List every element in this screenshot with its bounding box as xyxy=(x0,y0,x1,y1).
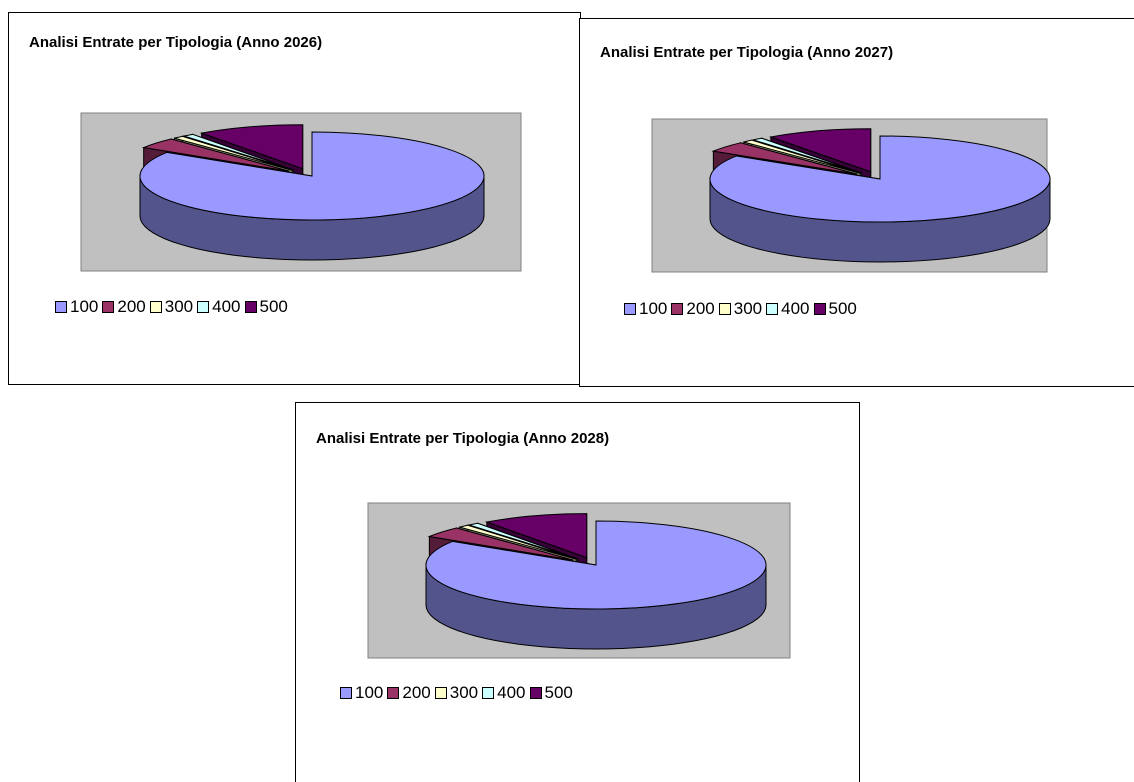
legend-swatch-500 xyxy=(813,303,826,315)
legend-label: 100 xyxy=(355,683,384,702)
legend-swatch-200 xyxy=(102,301,115,313)
chart-legend: 100 200 300 400 500 xyxy=(624,299,861,319)
legend-item-400: 400 xyxy=(482,683,526,703)
pie-chart-2026 xyxy=(80,112,522,272)
legend-label: 400 xyxy=(497,683,526,702)
legend-label: 200 xyxy=(402,683,431,702)
chart-legend: 100 200 300 400 500 xyxy=(340,683,577,703)
pie-slice-200 xyxy=(711,142,858,175)
legend-swatch-300 xyxy=(718,303,731,315)
pie-slice-300 xyxy=(743,139,861,174)
chart-title: Analisi Entrate per Tipologia (Anno 2028… xyxy=(316,430,610,447)
legend-swatch-400 xyxy=(197,301,210,313)
legend-item-200: 200 xyxy=(671,299,715,319)
legend-label: 500 xyxy=(544,683,573,702)
legend-label: 400 xyxy=(212,297,241,316)
legend-item-100: 100 xyxy=(340,683,383,703)
pie-chart-2028 xyxy=(367,502,791,659)
legend-label: 500 xyxy=(259,297,288,316)
pie-slice-100 xyxy=(709,135,1051,223)
legend-item-400: 400 xyxy=(766,299,810,319)
pie-slice-400 xyxy=(467,522,578,560)
pie-slice-200 xyxy=(427,527,574,561)
legend-label: 300 xyxy=(449,683,479,702)
legend-label: 300 xyxy=(733,299,763,318)
pie-slice-100 xyxy=(425,520,767,610)
legend-swatch-100 xyxy=(55,301,67,313)
legend-item-500: 500 xyxy=(529,683,573,703)
legend-swatch-100 xyxy=(624,303,636,315)
pie-slice-500 xyxy=(768,128,872,173)
legend-swatch-400 xyxy=(766,303,779,315)
legend-swatch-300 xyxy=(149,301,162,313)
pie-slice-400 xyxy=(753,137,862,174)
pie-slice-500 xyxy=(484,513,588,559)
chart-legend: 100 200 300 400 500 xyxy=(55,297,292,317)
legend-item-500: 500 xyxy=(813,299,857,319)
legend-label: 400 xyxy=(781,299,810,318)
pie-slice-300 xyxy=(174,135,293,171)
legend-label: 200 xyxy=(117,297,146,316)
legend-item-400: 400 xyxy=(197,297,241,317)
legend-item-300: 300 xyxy=(149,297,194,317)
legend-swatch-500 xyxy=(244,301,257,313)
pie-slice-300 xyxy=(457,524,577,560)
legend-label: 100 xyxy=(70,297,99,316)
legend-label: 300 xyxy=(164,297,194,316)
chart-title: Analisi Entrate per Tipologia (Anno 2027… xyxy=(600,44,894,61)
legend-label: 500 xyxy=(828,299,857,318)
legend-item-200: 200 xyxy=(387,683,431,703)
legend-item-200: 200 xyxy=(102,297,146,317)
legend-item-500: 500 xyxy=(244,297,288,317)
legend-item-300: 300 xyxy=(434,683,479,703)
legend-item-300: 300 xyxy=(718,299,763,319)
legend-item-100: 100 xyxy=(55,297,98,317)
chart-panel-2026: Analisi Entrate per Tipologia (Anno 2026… xyxy=(8,12,581,385)
legend-swatch-200 xyxy=(671,303,684,315)
pie-slice-200 xyxy=(141,138,290,172)
pie-slice-100 xyxy=(139,131,485,221)
legend-swatch-300 xyxy=(434,687,447,699)
chart-panel-2028: Analisi Entrate per Tipologia (Anno 2028… xyxy=(295,402,860,782)
legend-swatch-500 xyxy=(529,687,542,699)
legend-item-100: 100 xyxy=(624,299,667,319)
chart-panel-2027: Analisi Entrate per Tipologia (Anno 2027… xyxy=(579,18,1134,387)
legend-label: 100 xyxy=(639,299,668,318)
pie-slice-500 xyxy=(199,124,304,170)
legend-swatch-100 xyxy=(340,687,352,699)
legend-swatch-200 xyxy=(387,687,400,699)
legend-swatch-400 xyxy=(482,687,495,699)
pie-slice-400 xyxy=(181,133,294,171)
legend-label: 200 xyxy=(686,299,715,318)
pie-chart-2027 xyxy=(651,118,1051,273)
chart-title: Analisi Entrate per Tipologia (Anno 2026… xyxy=(29,34,323,51)
